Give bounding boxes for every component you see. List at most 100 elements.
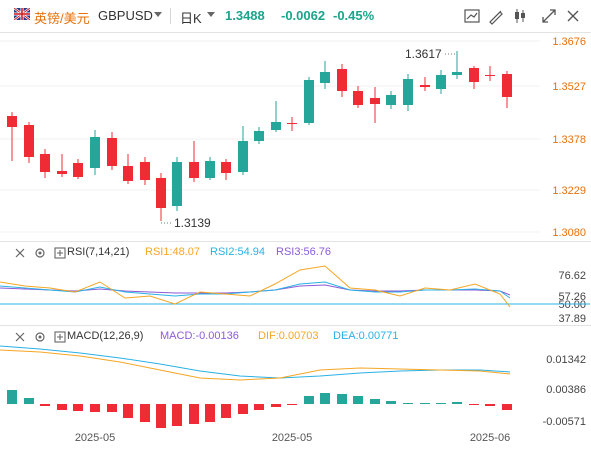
price-change-pct: -0.45% (333, 8, 375, 23)
candle-body (386, 95, 396, 105)
macd-histogram-bar (420, 403, 430, 404)
rsi-tick-label: 37.89 (558, 313, 586, 324)
rsi-macd-divider (0, 325, 591, 326)
candle-body (436, 75, 446, 89)
rsi-title: RSI(7,14,21) (67, 246, 130, 258)
macd-histogram-bar (502, 404, 512, 410)
macd-chart[interactable]: 0.01342 0.00386 -0.00571 (0, 344, 591, 429)
main-rsi-divider (0, 241, 591, 242)
pair-dropdown-icon[interactable] (154, 12, 162, 17)
macd-histogram-bar (254, 404, 264, 410)
macd-expand-icon[interactable] (54, 331, 66, 343)
x-tick-label: 2025-06 (470, 432, 510, 444)
macd-histogram-bar (386, 401, 396, 404)
candle-body (420, 85, 430, 87)
candle-body (140, 162, 150, 180)
dea-value: DEA:0.00771 (333, 330, 399, 342)
macd-histogram-bar (140, 404, 150, 422)
pair-name-cn[interactable]: 英镑/美元 (34, 11, 90, 26)
macd-histogram-bar (403, 403, 413, 404)
x-tick-label: 2025-05 (272, 432, 312, 444)
fullscreen-icon[interactable] (540, 7, 558, 25)
y-tick-label: 1.3676 (552, 36, 586, 48)
macd-histogram-bar (353, 396, 363, 404)
dea-line (0, 345, 511, 379)
macd-histogram-bar (7, 390, 17, 404)
chart-settings-icon[interactable] (463, 7, 481, 25)
macd-tick-label: 0.01342 (546, 354, 586, 366)
dif-line (0, 349, 511, 381)
candlestick-type-icon[interactable] (511, 7, 529, 25)
macd-histogram-bar (90, 404, 100, 412)
candle-body (304, 80, 314, 123)
rsi1-value: RSI1:48.07 (145, 246, 201, 258)
candle-body (502, 74, 512, 97)
pair-code[interactable]: GBPUSD (98, 8, 153, 23)
header-divider (170, 8, 171, 24)
macd-histogram-bar (337, 394, 347, 404)
macd-histogram-bar (189, 404, 199, 424)
macd-settings-icon[interactable] (34, 331, 46, 343)
rsi-tick-label: 57.26 (558, 291, 586, 303)
price-change: -0.0062 (281, 8, 326, 23)
macd-histogram-bar (156, 404, 166, 428)
candle-body (271, 122, 281, 130)
macd-histogram-bar (436, 403, 446, 404)
candle-body (485, 75, 495, 76)
hide-macd-icon[interactable] (14, 331, 26, 343)
y-tick-label: 1.3229 (552, 185, 586, 197)
rsi-settings-icon[interactable] (34, 247, 46, 259)
dif-value: DIF:0.00703 (258, 330, 319, 342)
hide-rsi-icon[interactable] (14, 247, 26, 259)
candle-body (40, 154, 50, 172)
header-divider-line (0, 32, 591, 33)
macd-histogram-bar (40, 404, 50, 406)
candle-body (172, 162, 182, 206)
candle-body (205, 161, 215, 178)
candle-body (73, 163, 83, 177)
time-axis: 2025-05 2025-05 2025-06 (75, 432, 510, 444)
macd-histogram-bar (205, 404, 215, 422)
rsi-tick-label: 76.62 (558, 270, 586, 282)
macd-histogram-bar (304, 396, 314, 404)
candlestick-chart[interactable]: 1.3676 1.3527 1.3378 1.3229 1.3080 1.3617 1.31… (0, 33, 591, 241)
macd-histogram-bar (57, 404, 67, 410)
macd-histogram-bar (287, 404, 297, 405)
macd-tick-label: -0.00571 (543, 416, 586, 428)
candle-body (7, 116, 17, 127)
macd-value: MACD:-0.00136 (160, 330, 239, 342)
macd-tick-label: 0.00386 (546, 384, 586, 396)
y-tick-label: 1.3080 (552, 227, 586, 239)
candle-body (370, 98, 380, 104)
candle-body (238, 141, 248, 172)
macd-histogram-bar (320, 393, 330, 404)
macd-histogram-bar (221, 404, 231, 418)
candle-body (221, 162, 231, 173)
period-dropdown-icon[interactable] (207, 12, 215, 17)
draw-icon[interactable] (487, 7, 505, 25)
candle-body (469, 68, 479, 82)
close-icon[interactable] (564, 7, 582, 25)
macd-histogram-bar (370, 399, 380, 404)
rsi-expand-icon[interactable] (54, 247, 66, 259)
candle-body (337, 69, 347, 91)
macd-histogram-bar (452, 402, 462, 404)
candle-body (287, 123, 297, 124)
candle-body (320, 72, 330, 83)
macd-histogram-bar (469, 404, 479, 405)
candle-body (353, 91, 363, 105)
low-price-label: 1.3139 (174, 216, 211, 230)
period-selector[interactable]: 日K (180, 11, 202, 26)
candle-body (189, 162, 199, 178)
macd-histogram-bar (107, 404, 117, 412)
macd-histogram-bar (73, 404, 83, 411)
candle-body (403, 79, 413, 105)
rsi1-line (0, 265, 511, 308)
macd-histogram-bar (238, 404, 248, 414)
last-price: 1.3488 (225, 8, 265, 23)
candle-body (90, 137, 100, 168)
macd-histogram-bar (485, 404, 495, 406)
candle-body (254, 131, 264, 141)
macd-histogram-bar (172, 404, 182, 426)
